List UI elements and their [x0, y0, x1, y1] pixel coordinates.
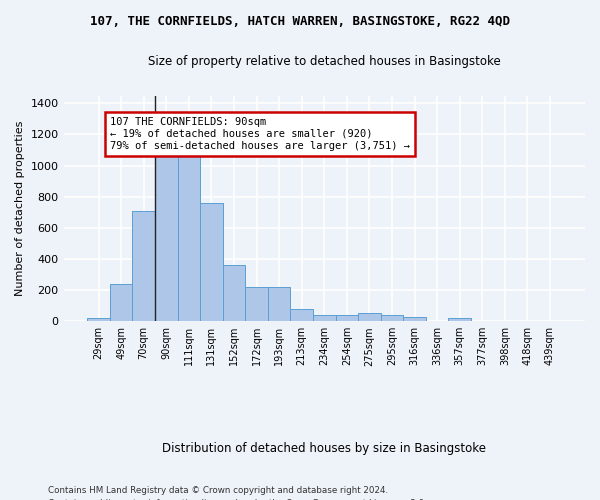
- Bar: [268, 287, 290, 322]
- Bar: [178, 146, 200, 322]
- Bar: [290, 309, 313, 322]
- Text: 107, THE CORNFIELDS, HATCH WARREN, BASINGSTOKE, RG22 4QD: 107, THE CORNFIELDS, HATCH WARREN, BASIN…: [90, 15, 510, 28]
- Y-axis label: Number of detached properties: Number of detached properties: [15, 120, 25, 296]
- Bar: [313, 315, 335, 322]
- Bar: [110, 284, 133, 322]
- Bar: [245, 287, 268, 322]
- Bar: [403, 316, 426, 322]
- Bar: [448, 318, 471, 322]
- Bar: [335, 315, 358, 322]
- Bar: [358, 314, 381, 322]
- Bar: [381, 315, 403, 322]
- Text: Contains public sector information licensed under the Open Government Licence v3: Contains public sector information licen…: [48, 498, 427, 500]
- Text: Contains HM Land Registry data © Crown copyright and database right 2024.: Contains HM Land Registry data © Crown c…: [48, 486, 388, 495]
- Bar: [155, 147, 178, 322]
- Title: Size of property relative to detached houses in Basingstoke: Size of property relative to detached ho…: [148, 55, 500, 68]
- X-axis label: Distribution of detached houses by size in Basingstoke: Distribution of detached houses by size …: [162, 442, 486, 455]
- Bar: [87, 318, 110, 322]
- Bar: [133, 210, 155, 322]
- Text: 107 THE CORNFIELDS: 90sqm
← 19% of detached houses are smaller (920)
79% of semi: 107 THE CORNFIELDS: 90sqm ← 19% of detac…: [110, 118, 410, 150]
- Bar: [200, 203, 223, 322]
- Bar: [223, 265, 245, 322]
